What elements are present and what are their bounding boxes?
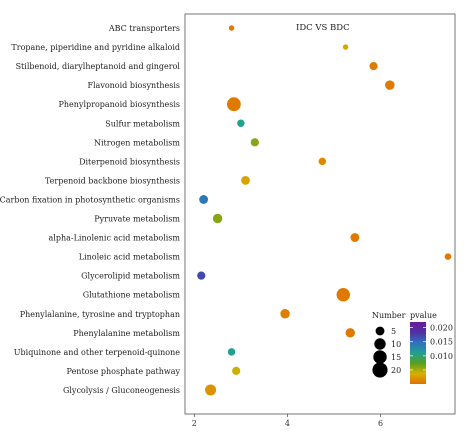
size-legend-label: 20 <box>391 366 401 375</box>
category-label: Phenylpropanoid biosynthesis <box>59 100 181 109</box>
category-label: Phenylalanine, tyrosine and tryptophan <box>20 310 180 319</box>
color-legend-label: 0.015 <box>430 338 453 347</box>
category-label: Nitrogen metabolism <box>94 138 180 147</box>
color-bar <box>410 322 426 384</box>
data-point <box>336 287 350 302</box>
data-point <box>345 328 355 338</box>
color-legend-label: 0.020 <box>430 324 453 333</box>
size-legend: Number 5 10 15 20 <box>372 311 406 378</box>
color-legend-title: pvalue <box>410 311 437 320</box>
data-point <box>205 384 217 396</box>
color-legend-label: 0.010 <box>430 352 453 361</box>
data-point <box>385 80 395 90</box>
category-label: Stilbenoid, diarylheptanoid and gingerol <box>16 62 181 71</box>
data-point <box>250 138 259 147</box>
category-label: alpha-Linolenic acid metabolism <box>49 234 181 243</box>
x-tick-label: 2 <box>192 419 197 428</box>
data-point <box>241 175 250 185</box>
data-point <box>280 309 290 319</box>
data-point <box>369 62 378 71</box>
x-axis: 2 4 6 <box>192 414 383 428</box>
category-label: Pentose phosphate pathway <box>67 367 181 376</box>
category-label: Carbon fixation in photosynthetic organi… <box>0 195 180 204</box>
category-label: Pyruvate metabolism <box>94 215 180 224</box>
category-label: Ubiquinone and other terpenoid-quinone <box>14 348 180 357</box>
category-label: Flavonoid biosynthesis <box>87 81 180 90</box>
data-point <box>197 271 206 280</box>
data-point <box>350 233 360 242</box>
category-labels: ABC transporters Tropane, piperidine and … <box>0 24 180 395</box>
category-label: Tropane, piperidine and pyridine alkaloi… <box>11 43 180 52</box>
data-point <box>199 195 209 204</box>
category-label: Sulfur metabolism <box>105 119 180 128</box>
category-label: ABC transporters <box>108 24 180 33</box>
size-legend-key <box>375 326 385 336</box>
data-point <box>342 44 349 50</box>
category-label: Diterpenoid biosynthesis <box>79 157 180 166</box>
category-label: Terpenoid backbone biosynthesis <box>45 176 180 185</box>
size-legend-key <box>372 362 388 378</box>
data-point <box>318 157 327 166</box>
category-label: Glycolysis / Gluconeogenesis <box>63 386 180 395</box>
category-label: Linoleic acid metabolism <box>79 253 181 262</box>
category-label: Phenylalanine metabolism <box>73 329 180 338</box>
color-legend: pvalue 0.010 0.015 0.020 <box>410 311 453 384</box>
plot-frame <box>184 13 456 415</box>
category-label: Glycerolipid metabolism <box>81 272 180 281</box>
x-tick-label: 6 <box>378 419 383 428</box>
chart-title: IDC VS BDC <box>296 23 350 33</box>
data-point <box>226 97 241 112</box>
category-label: Glutathione metabolism <box>83 291 181 300</box>
size-legend-label: 10 <box>391 340 401 349</box>
size-legend-title: Number <box>372 311 406 320</box>
data-point <box>232 366 241 375</box>
size-legend-key <box>373 350 387 364</box>
data-point <box>237 119 245 127</box>
data-point <box>227 348 236 356</box>
data-point <box>212 213 223 224</box>
size-legend-label: 15 <box>391 353 401 362</box>
size-legend-label: 5 <box>391 327 396 336</box>
data-point <box>444 253 452 260</box>
size-legend-key <box>374 338 386 350</box>
x-tick-label: 4 <box>285 419 290 428</box>
data-point <box>228 25 235 31</box>
data-points <box>197 25 452 396</box>
